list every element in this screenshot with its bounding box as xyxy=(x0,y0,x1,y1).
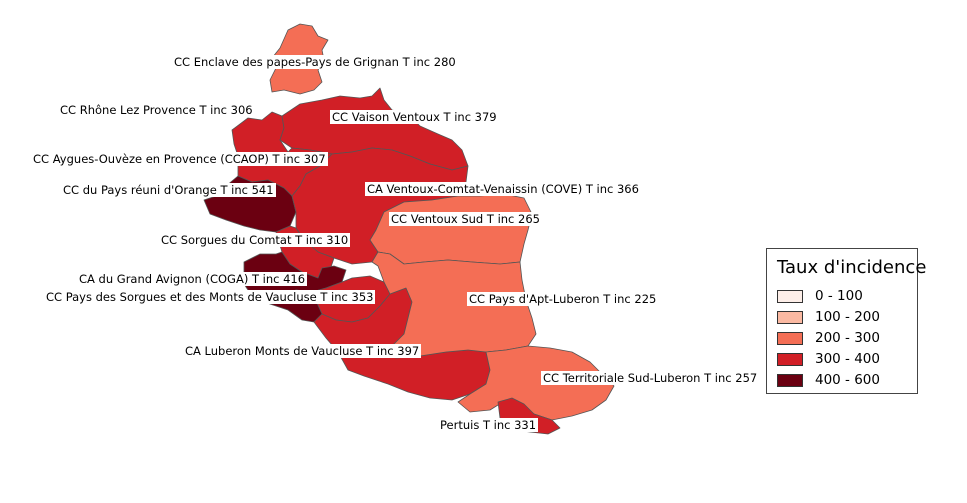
label-rhone-lez: CC Rhône Lez Provence T inc 306 xyxy=(58,103,255,117)
label-ventoux-sud: CC Ventoux Sud T inc 265 xyxy=(389,212,542,226)
label-coga: CA du Grand Avignon (COGA) T inc 416 xyxy=(77,272,308,286)
legend-item: 100 - 200 xyxy=(777,309,880,325)
label-grignan: CC Enclave des papes-Pays de Grignan T i… xyxy=(172,55,458,69)
legend: Taux d'incidence 0 - 100 100 - 200 200 -… xyxy=(766,248,926,394)
legend-swatch xyxy=(777,310,803,324)
legend-title: Taux d'incidence xyxy=(777,257,927,278)
label-luberon-monts: CA Luberon Monts de Vaucluse T inc 397 xyxy=(183,344,422,358)
region-apt xyxy=(371,251,537,359)
legend-swatch xyxy=(777,373,803,387)
legend-label: 400 - 600 xyxy=(815,372,880,388)
legend-swatch xyxy=(777,352,803,366)
label-aygues-ouveze: CC Aygues-Ouvèze en Provence (CCAOP) T i… xyxy=(31,152,328,166)
label-sorgues: CC Sorgues du Comtat T inc 310 xyxy=(159,233,351,247)
legend-label: 300 - 400 xyxy=(815,351,880,367)
legend-item: 200 - 300 xyxy=(777,330,880,346)
label-apt: CC Pays d'Apt-Luberon T inc 225 xyxy=(467,292,659,306)
legend-swatch xyxy=(777,289,803,303)
legend-label: 200 - 300 xyxy=(815,330,880,346)
legend-swatch xyxy=(777,331,803,345)
legend-label: 100 - 200 xyxy=(815,309,880,325)
label-vaison: CC Vaison Ventoux T inc 379 xyxy=(330,110,499,124)
label-orange: CC du Pays réuni d'Orange T inc 541 xyxy=(61,183,276,197)
label-sud-luberon: CC Territoriale Sud-Luberon T inc 257 xyxy=(541,371,760,385)
label-pertuis: Pertuis T inc 331 xyxy=(438,418,539,432)
label-cove: CA Ventoux-Comtat-Venaissin (COVE) T inc… xyxy=(365,182,641,196)
label-pays-sorgues: CC Pays des Sorgues et des Monts de Vauc… xyxy=(44,290,376,304)
legend-item: 300 - 400 xyxy=(777,351,880,367)
legend-label: 0 - 100 xyxy=(815,288,863,304)
legend-item: 400 - 600 xyxy=(777,372,880,388)
region-sud-luberon xyxy=(457,345,615,421)
legend-item: 0 - 100 xyxy=(777,288,863,304)
